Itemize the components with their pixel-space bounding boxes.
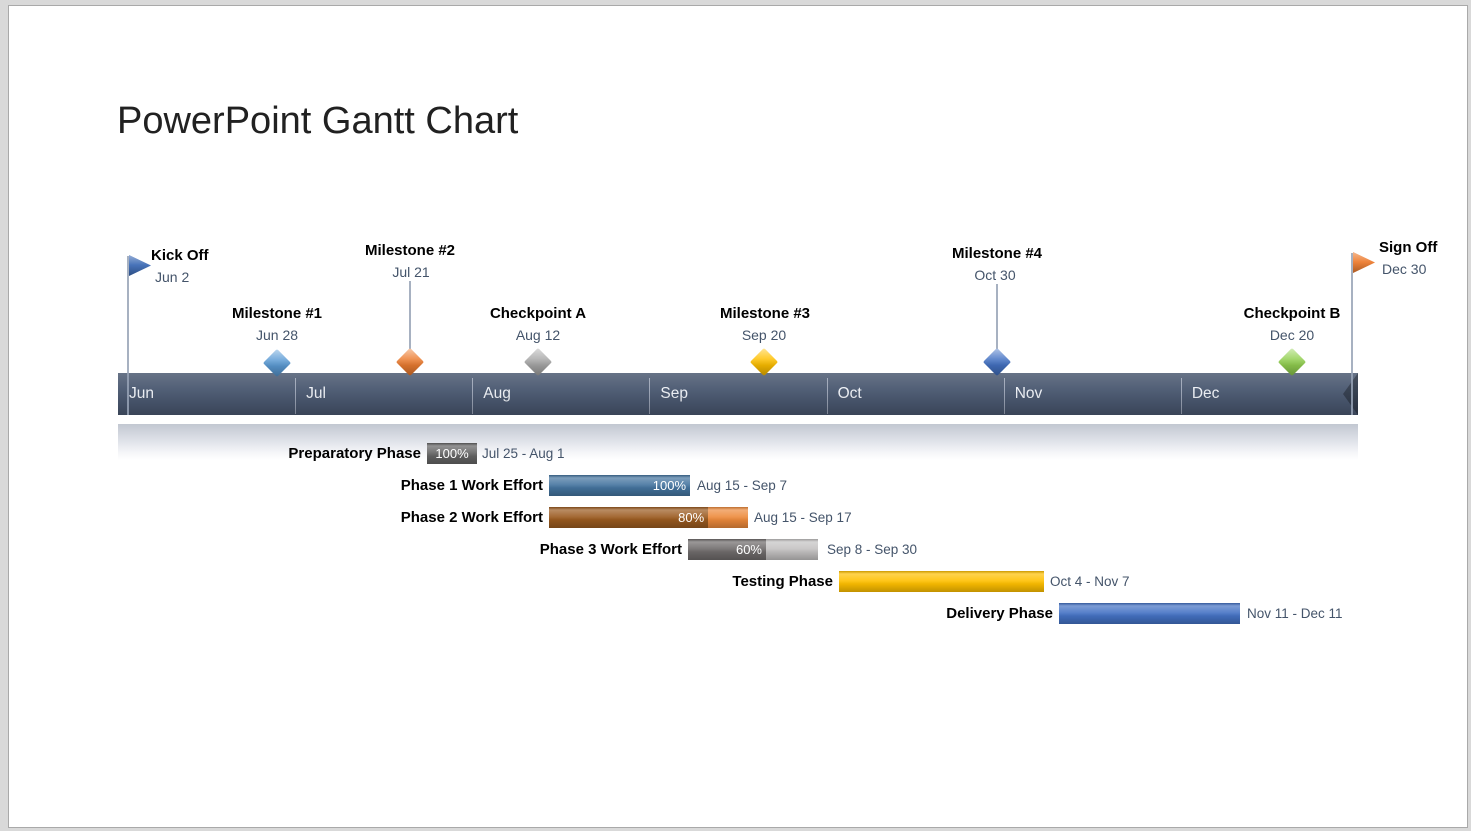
milestone-label: Milestone #2: [364, 242, 456, 259]
slide-frame: [8, 5, 1468, 828]
timeline-month: Sep: [649, 373, 826, 415]
task-progress: 60%: [735, 542, 762, 557]
month-label: Nov: [1014, 385, 1043, 402]
milestone-pole: [1351, 253, 1353, 415]
task-label: Delivery Phase: [946, 605, 1053, 622]
task-row: Phase 3 Work Effort 60% Sep 8 - Sep 30: [0, 539, 1471, 560]
task-dates: Nov 11 - Dec 11: [1247, 606, 1343, 621]
timeline-month: Jul: [295, 373, 472, 415]
milestone-date: Jul 21: [392, 264, 430, 280]
milestone-pole: [409, 281, 411, 353]
milestone-pole: [127, 256, 129, 415]
task-label: Phase 1 Work Effort: [400, 477, 543, 494]
task-label: Phase 2 Work Effort: [400, 509, 543, 526]
month-label: Aug: [483, 385, 511, 402]
milestone-date: Sep 20: [741, 327, 787, 343]
task-row: Preparatory Phase 100% Jul 25 - Aug 1: [0, 443, 1471, 464]
milestone-date: Oct 30: [974, 267, 1016, 283]
milestone-label: Milestone #1: [231, 305, 323, 322]
milestone-label: Checkpoint A: [489, 305, 587, 322]
task-dates: Sep 8 - Sep 30: [827, 542, 918, 557]
task-row: Delivery Phase Nov 11 - Dec 11: [0, 603, 1471, 624]
bar-sheen: [1059, 603, 1240, 624]
task-row: Phase 1 Work Effort 100% Aug 15 - Sep 7: [0, 475, 1471, 496]
task-dates: Aug 15 - Sep 17: [754, 510, 852, 525]
timeline-shadow: [118, 424, 1358, 460]
task-row: Phase 2 Work Effort 80% Aug 15 - Sep 17: [0, 507, 1471, 528]
milestone-date: Dec 20: [1269, 327, 1315, 343]
task-progress: 100%: [652, 478, 686, 493]
task-bar[interactable]: 100%: [549, 475, 690, 496]
month-label: Oct: [837, 385, 862, 402]
task-dates: Oct 4 - Nov 7: [1050, 574, 1130, 589]
milestone-label: Milestone #4: [951, 245, 1043, 262]
task-bar-completed: 60%: [688, 539, 766, 560]
month-label: Sep: [660, 385, 689, 402]
bar-sheen: [839, 571, 1044, 592]
task-progress: 100%: [435, 446, 469, 461]
task-bar[interactable]: [1059, 603, 1240, 624]
month-label: Jul: [306, 385, 326, 402]
milestone-label: Checkpoint B: [1243, 305, 1341, 322]
timeline-month: Nov: [1003, 373, 1181, 415]
timeline-month: Oct: [826, 373, 1004, 415]
task-bar[interactable]: 80%: [549, 507, 748, 528]
milestone-label: Sign Off: [1379, 239, 1438, 256]
timeline-month: Aug: [472, 373, 649, 415]
milestone-date: Jun 2: [155, 269, 190, 285]
milestone-date: Aug 12: [515, 327, 561, 343]
task-bar-completed: 80%: [549, 507, 709, 528]
task-label: Testing Phase: [732, 573, 833, 590]
task-label: Phase 3 Work Effort: [539, 541, 682, 558]
milestone-date: Jun 28: [255, 327, 299, 343]
timeline-band[interactable]: Jun Jul Aug Sep Oct Nov Dec: [118, 373, 1358, 415]
page-title[interactable]: PowerPoint Gantt Chart: [117, 100, 519, 142]
milestone-label: Milestone #3: [719, 305, 811, 322]
milestone-date: Dec 30: [1382, 261, 1427, 277]
task-bar[interactable]: 100%: [427, 443, 477, 464]
task-progress: 80%: [678, 510, 705, 525]
milestone-pole: [996, 284, 998, 353]
timeline-month: Dec: [1180, 373, 1358, 415]
month-label: Dec: [1191, 385, 1220, 402]
task-label: Preparatory Phase: [288, 445, 421, 462]
task-row: Testing Phase Oct 4 - Nov 7: [0, 571, 1471, 592]
task-dates: Aug 15 - Sep 7: [697, 478, 788, 493]
task-dates: Jul 25 - Aug 1: [482, 446, 565, 461]
milestone-label: Kick Off: [151, 247, 209, 264]
timeline-month: Jun: [118, 373, 295, 415]
month-label: Jun: [129, 385, 154, 402]
task-bar[interactable]: [839, 571, 1044, 592]
task-bar[interactable]: 60%: [688, 539, 818, 560]
